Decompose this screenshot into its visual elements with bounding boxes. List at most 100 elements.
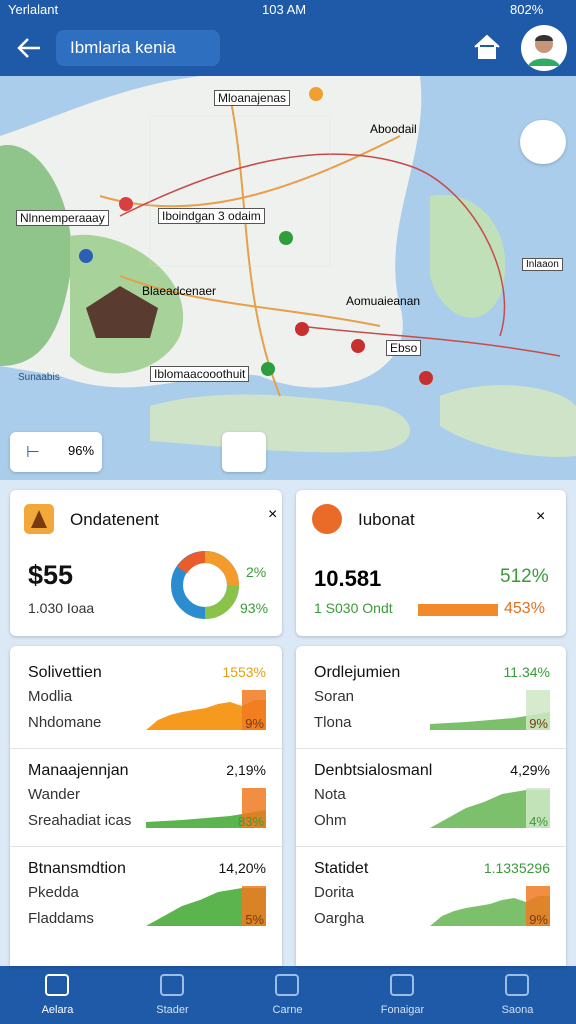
row-title: Solivettien [28, 664, 102, 681]
chart-percent: 5% [245, 912, 264, 927]
divider [10, 846, 282, 847]
clock: 103 AM [262, 2, 307, 17]
avatar[interactable] [520, 24, 568, 72]
home-button[interactable] [472, 32, 502, 62]
card-title: Ondatenent [70, 510, 159, 529]
row-percent: 1.1335296 [483, 860, 550, 876]
locate-button[interactable] [520, 120, 566, 164]
list-card[interactable]: Ordlejumien 11.34% Soran Tlona 9% Denbtsialos… [296, 646, 566, 966]
card-percent: 512% [500, 566, 549, 587]
nav-item[interactable]: Carne [230, 974, 345, 1020]
card-icon [24, 504, 54, 534]
nav-label: Stader [156, 1004, 189, 1016]
card-icon [312, 504, 342, 534]
row-percent: 11.34% [503, 664, 550, 680]
nav-label: Fonaigar [380, 1004, 425, 1016]
layer-button[interactable] [222, 432, 266, 472]
chart-percent: 9% [529, 716, 548, 731]
row-text: Pkedda [28, 884, 79, 901]
zoom-control[interactable]: ⊢ 96% [10, 432, 102, 472]
row-title: Btnansmdtion [28, 860, 126, 877]
map-label: Inlaaon [522, 258, 563, 271]
row-text: Oargha [314, 910, 365, 927]
mini-chart [146, 886, 266, 926]
nav-item[interactable]: Aelara [0, 974, 115, 1020]
row-text: Fladdams [28, 910, 94, 927]
row-text: Wander [28, 786, 80, 803]
nav-label: Aelara [41, 1004, 74, 1016]
mini-chart-highlight [526, 788, 550, 828]
divider [296, 748, 566, 749]
back-button[interactable] [16, 36, 42, 60]
map-label: Ebso [386, 340, 422, 356]
card-percent: 93% [240, 600, 269, 616]
nav-icon [45, 974, 69, 996]
nav-item[interactable]: Fonaigar [345, 974, 460, 1020]
mini-chart-area [146, 810, 266, 828]
row-title: Statidet [314, 860, 369, 877]
map-canvas [0, 76, 576, 480]
mini-chart-area [430, 896, 550, 926]
map-label: Aomuaieanan [346, 294, 421, 308]
map-label: Mloanajenas [214, 90, 291, 106]
card-value: 10.581 [314, 566, 382, 591]
close-button[interactable]: × [268, 506, 278, 523]
list-card[interactable]: Solivettien 1553% Modlia Nhdomane 9% Manaajen… [10, 646, 282, 966]
mini-chart-area [146, 700, 266, 730]
card-value: $55 [28, 560, 74, 590]
row-title: Denbtsialosmanl [314, 762, 433, 779]
mini-chart-highlight [242, 690, 266, 730]
map-label: Sunaabis [18, 372, 60, 383]
row-text: Soran [314, 688, 355, 705]
nav-icon [275, 974, 299, 996]
card-subtitle: 1.030 Ioaa [28, 600, 95, 616]
mini-chart [430, 690, 550, 730]
row-text: Ohm [314, 812, 347, 829]
map[interactable]: Mloanajenas Nlnnemperaaay Iboindgan 3 od… [0, 76, 576, 480]
zoom-label: 96% [68, 443, 95, 458]
donut [171, 551, 239, 619]
mini-chart [146, 788, 266, 828]
search-title[interactable]: Ibmlaria kenia [56, 30, 220, 66]
row-text: Nhdomane [28, 714, 102, 731]
row-text: Tlona [314, 714, 352, 731]
mini-chart [430, 886, 550, 926]
chart-percent: 4% [529, 814, 548, 829]
nav-item[interactable]: Stader [115, 974, 230, 1020]
summary-card[interactable]: Iubonat × 10.581 512% 1 S030 Ondt 453% [296, 490, 566, 636]
row-percent: 14,20% [218, 860, 266, 876]
mini-chart [146, 690, 266, 730]
card-subtitle: 1 S030 Ondt [314, 600, 393, 616]
battery: 802% [510, 2, 544, 17]
card-percent: 453% [504, 600, 545, 617]
map-label: Iboindgan 3 odaim [158, 208, 265, 224]
card-title: Iubonat [358, 510, 415, 529]
nav-icon [390, 974, 414, 996]
map-label: Nlnnemperaaay [16, 210, 109, 226]
map-label: Blaeadcenaer [142, 284, 217, 298]
header: Ibmlaria kenia [0, 20, 576, 76]
card-percent: 2% [246, 564, 267, 580]
bottom-nav: Aelara Stader Carne Fonaigar Saona [0, 966, 576, 1024]
row-percent: 1553% [222, 664, 266, 680]
mini-chart-area [146, 888, 266, 926]
divider [10, 748, 282, 749]
status-bar: Yerlalant 103 AM 802% [0, 0, 576, 20]
nav-label: Carne [272, 1004, 303, 1016]
mini-chart [430, 788, 550, 828]
row-title: Manaajennjan [28, 762, 129, 779]
close-button[interactable]: × [536, 508, 546, 525]
nav-label: Saona [501, 1004, 534, 1016]
nav-icon [505, 974, 529, 996]
nav-item[interactable]: Saona [460, 974, 575, 1020]
row-text: Sreahadiat icas [28, 812, 132, 829]
row-text: Modlia [28, 688, 73, 705]
mini-chart-area [430, 790, 550, 828]
summary-card[interactable]: Ondatenent $55 1.030 Ioaa 2% 93% [10, 490, 282, 636]
mini-chart-highlight [242, 886, 266, 926]
map-pins[interactable] [79, 87, 433, 385]
mini-chart-highlight [526, 690, 550, 730]
row-text: Nota [314, 786, 346, 803]
carrier: Yerlalant [8, 2, 59, 17]
